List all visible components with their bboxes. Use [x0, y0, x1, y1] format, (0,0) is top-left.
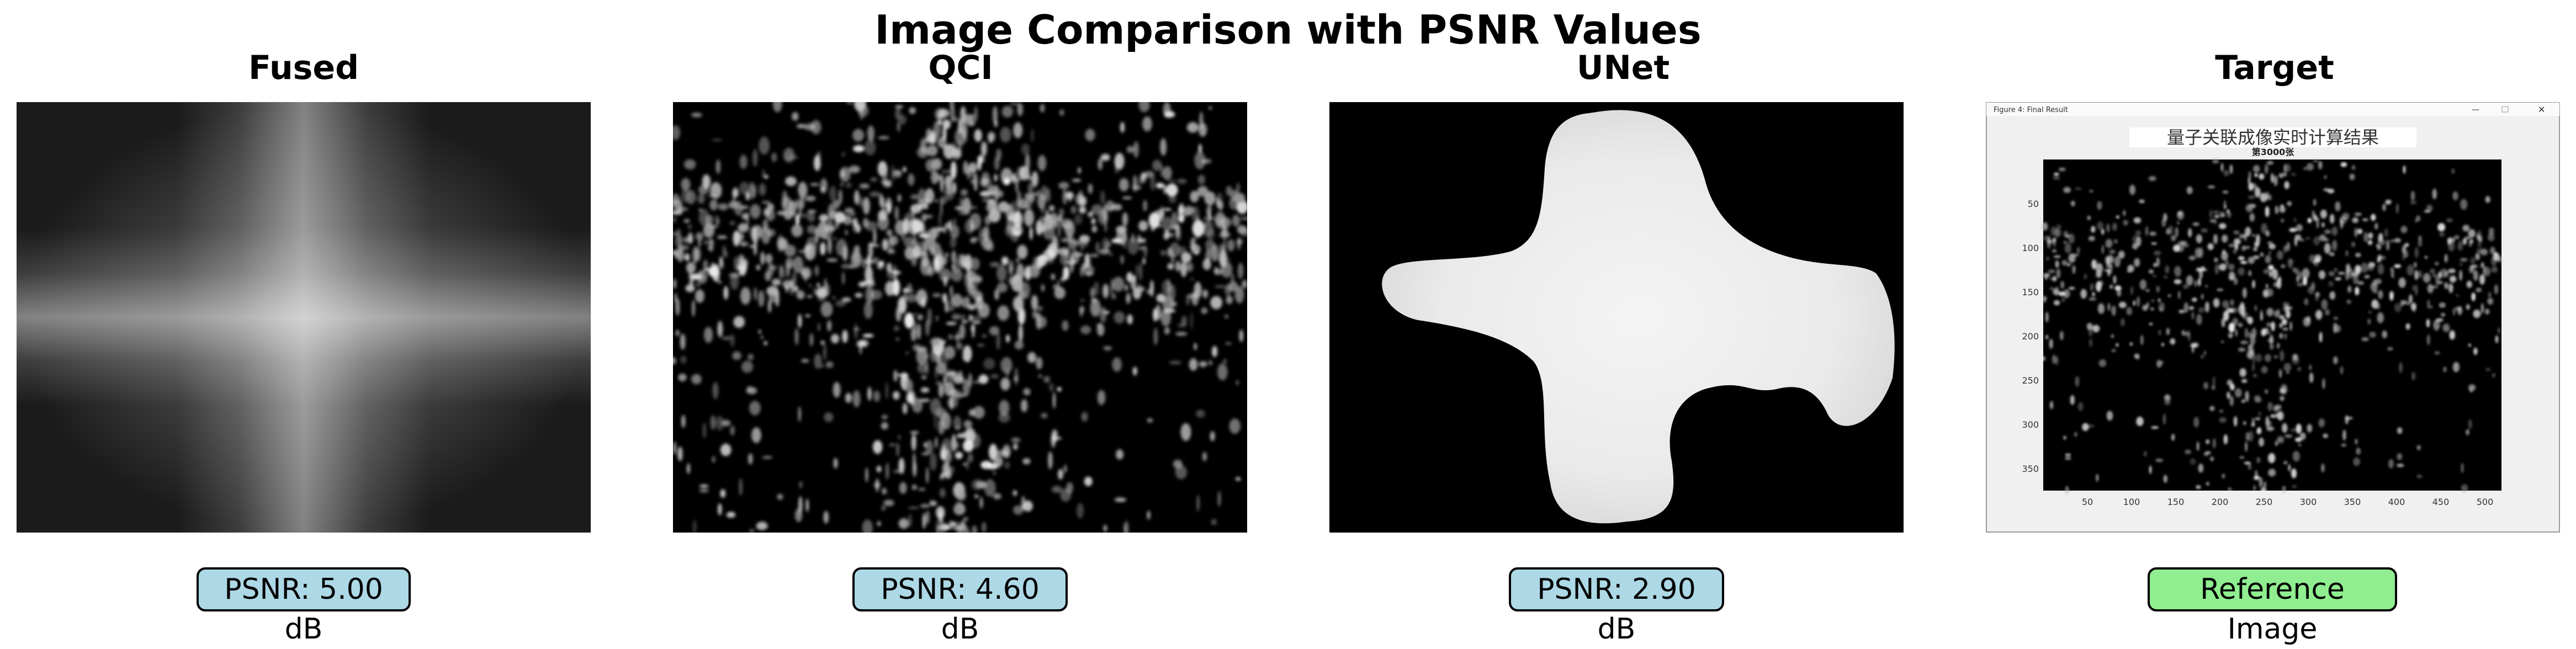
- target-y-tick: 100: [2022, 243, 2039, 253]
- figure-title: Image Comparison with PSNR Values: [874, 7, 1702, 53]
- target-y-tick: 200: [2022, 331, 2039, 342]
- unet-image: [1329, 102, 1904, 533]
- psnr-badge-fused: PSNR: 5.00 dB: [197, 567, 411, 646]
- psnr-badge-unet: PSNR: 2.90 dB: [1509, 567, 1724, 646]
- target-x-tick: 300: [2300, 497, 2317, 507]
- target-image: Figure 4: Final Result — ✕ 量子关联成像实时计算结果 …: [1986, 102, 2560, 533]
- target-y-tick: 250: [2022, 375, 2039, 386]
- target-x-tick: 500: [2477, 497, 2494, 507]
- fused-image: [17, 102, 591, 533]
- target-y-tick: 150: [2022, 287, 2039, 297]
- panel-title-qci: QCI: [928, 49, 993, 87]
- reference-badge-target: Reference Image: [2148, 567, 2397, 646]
- target-x-tick: 100: [2123, 497, 2140, 507]
- panel-title-unet: UNet: [1576, 49, 1670, 87]
- target-x-tick: 400: [2388, 497, 2405, 507]
- target-subheading: 第3000张: [2252, 147, 2295, 157]
- target-y-tick: 350: [2022, 464, 2039, 474]
- target-window-title: Figure 4: Final Result: [1994, 106, 2068, 114]
- close-icon: ✕: [2538, 104, 2545, 115]
- target-x-tick: 450: [2432, 497, 2450, 507]
- target-x-tick: 200: [2212, 497, 2229, 507]
- target-x-tick: 350: [2344, 497, 2361, 507]
- target-x-tick: 150: [2167, 497, 2185, 507]
- target-x-tick: 250: [2256, 497, 2273, 507]
- target-x-tick: 50: [2082, 497, 2093, 507]
- panel-title-target: Target: [2215, 49, 2334, 87]
- panel-title-fused: Fused: [248, 49, 359, 87]
- qci-image: [673, 102, 1247, 533]
- minimize-icon: —: [2472, 105, 2479, 114]
- target-y-tick: 50: [2028, 199, 2039, 209]
- target-y-tick: 300: [2022, 419, 2039, 430]
- target-heading: 量子关联成像实时计算结果: [2167, 127, 2379, 148]
- psnr-badge-qci: PSNR: 4.60 dB: [852, 567, 1068, 646]
- maximize-icon: [2501, 106, 2509, 113]
